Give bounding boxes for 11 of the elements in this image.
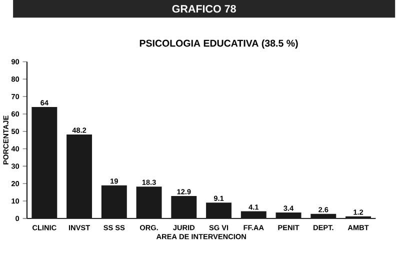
bar xyxy=(66,134,92,219)
chart-title: GRAFICO 78 xyxy=(172,5,236,13)
chart-subtitle: PSICOLOGIA EDUCATIVA (38.5 %) xyxy=(140,40,298,49)
bar xyxy=(310,214,336,219)
bar xyxy=(171,196,197,219)
bar xyxy=(240,212,266,219)
bar xyxy=(101,186,127,219)
bar xyxy=(206,202,232,219)
bar xyxy=(276,212,302,219)
bar xyxy=(136,186,162,219)
bar xyxy=(32,107,58,219)
